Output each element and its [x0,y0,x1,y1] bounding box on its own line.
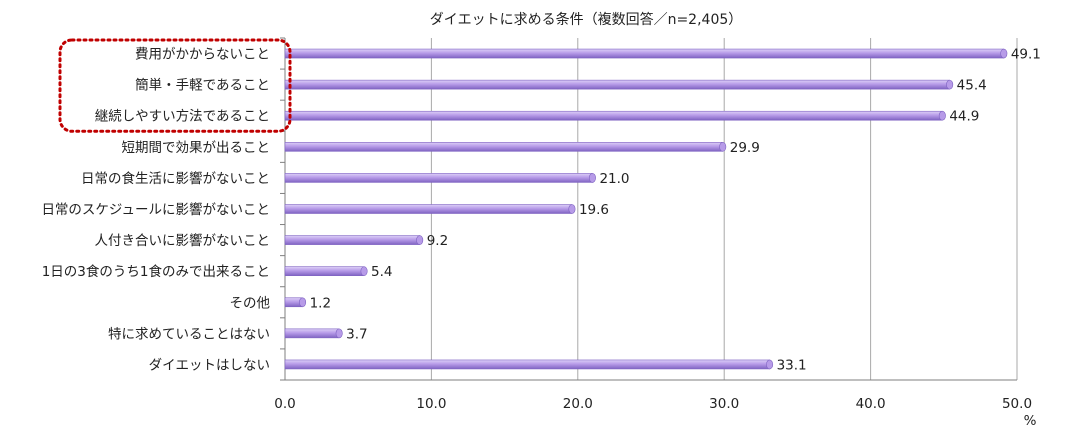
bar-end-cap [416,235,424,245]
value-label: 3.7 [346,326,367,342]
category-label: 日常のスケジュールに影響がないこと [41,201,270,218]
category-label: ダイエットはしない [149,357,270,373]
value-label: 49.1 [1011,47,1041,63]
bar-end-cap [946,79,954,90]
value-label: 21.0 [599,171,629,187]
value-labels: 49.1 45.4 44.9 29.9 21.0 19.6 9.2 5.4 1.2 3.7 33.1 [310,47,1041,374]
bar-end-cap [568,204,576,214]
x-tick-label: 20.0 [563,396,593,412]
x-tick-label: 10.0 [416,396,446,412]
x-axis-ticks: 0.0 10.0 20.0 30.0 40.0 50.0 [274,396,1032,412]
bar [284,48,1005,59]
bar-end-cap [719,142,727,152]
chart-title: ダイエットに求める条件（複数回答／n=2,405） [430,11,743,28]
value-label: 5.4 [371,264,392,280]
category-label: 日常の食生活に影響がないこと [81,170,270,187]
highlight-box [58,38,292,133]
x-axis-unit: % [1024,413,1037,429]
bar [284,359,770,370]
bar [284,173,593,183]
x-tick-label: 30.0 [709,396,739,412]
bar [284,110,943,121]
bar-end-cap [360,266,368,276]
x-tick-label: 40.0 [856,396,886,412]
category-label: 短期間で効果が出ること [122,140,271,156]
value-label: 33.1 [777,357,807,373]
value-label: 19.6 [579,202,609,218]
bar-end-cap [588,173,596,183]
bar-end-cap [299,297,307,308]
category-label: 1日の3食のうち1食のみで出来ること [42,263,270,280]
bar [284,266,365,276]
category-label: 特に求めていることはない [108,326,270,342]
category-label: 費用がかからないこと [135,47,270,63]
grid [280,37,1018,381]
bar [284,235,420,245]
value-label: 29.9 [730,140,760,156]
bar-end-cap [335,328,343,339]
bar [284,328,340,339]
bar-end-cap [938,110,946,121]
category-label: 人付き合いに影響がないこと [95,232,271,249]
category-labels: 費用がかからないこと簡単・手軽であること継続しやすい方法であること短期間で効果が… [41,47,270,374]
bar [284,79,950,90]
bar [284,204,573,214]
value-label: 45.4 [957,78,987,94]
category-label: 継続しやすい方法であること [95,109,270,125]
bar-end-cap [1000,48,1008,59]
value-label: 44.9 [949,109,979,125]
value-label: 1.2 [310,295,331,311]
value-label: 9.2 [427,233,448,249]
category-label: 簡単・手軽であること [135,78,270,94]
x-tick-label: 50.0 [1002,396,1032,412]
bars [284,48,1008,370]
category-label: その他 [230,295,271,311]
bar [284,142,724,152]
x-tick-label: 0.0 [274,396,295,412]
bar-end-cap [766,359,774,370]
